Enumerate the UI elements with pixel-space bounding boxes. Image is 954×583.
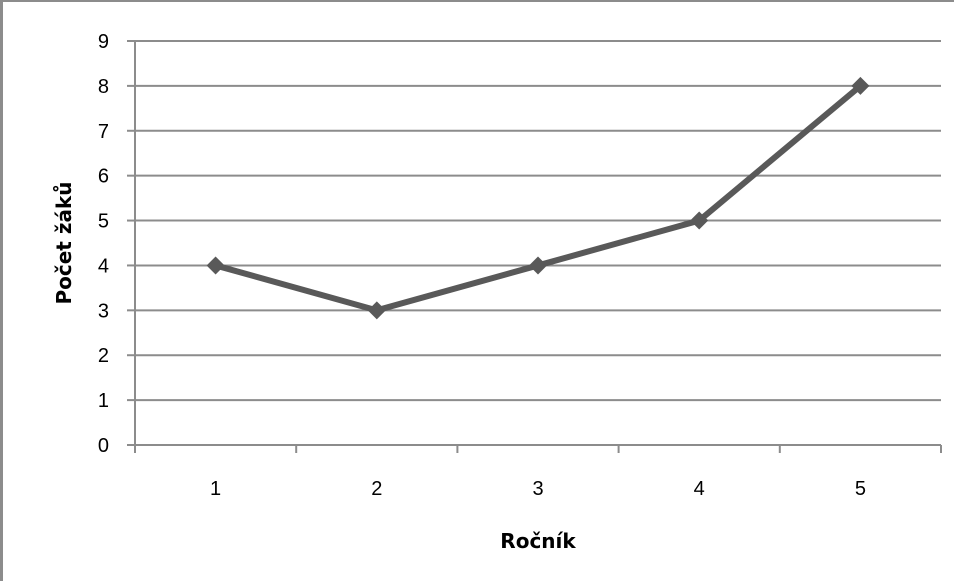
x-tick-label: 4 — [694, 478, 705, 500]
data-point-marker — [367, 301, 386, 320]
y-tick-label: 5 — [98, 211, 109, 233]
y-tick-label: 3 — [98, 300, 109, 322]
axes — [127, 40, 942, 453]
y-tick-label: 4 — [98, 255, 109, 277]
y-tick-label: 0 — [98, 435, 109, 457]
x-axis-title: Ročník — [500, 529, 576, 553]
x-tick-label: 3 — [532, 478, 543, 500]
data-point-marker — [851, 76, 870, 95]
line-chart: 0 1 2 3 4 5 6 7 8 9 1 2 3 4 5 Ročník Počet žáků — [52, 31, 942, 553]
x-tick-labels: 1 2 3 4 5 — [210, 478, 866, 500]
y-tick-label: 6 — [98, 166, 109, 188]
series-group — [206, 76, 870, 320]
series-line — [212, 82, 864, 314]
x-tick-label: 1 — [210, 478, 221, 500]
y-tick-label: 9 — [98, 31, 109, 53]
y-tick-label: 2 — [98, 345, 109, 367]
y-tick-label: 1 — [98, 390, 109, 412]
data-point-marker — [206, 256, 225, 275]
x-tick-label: 5 — [855, 478, 866, 500]
y-axis-title: Počet žáků — [52, 181, 76, 304]
y-tick-label: 8 — [98, 76, 109, 98]
data-point-marker — [529, 256, 547, 275]
x-tick-label: 2 — [371, 478, 382, 500]
gridlines — [135, 40, 941, 402]
y-tick-labels: 0 1 2 3 4 5 6 7 8 9 — [98, 31, 109, 457]
data-point-marker — [690, 211, 709, 230]
y-tick-label: 7 — [98, 121, 109, 143]
